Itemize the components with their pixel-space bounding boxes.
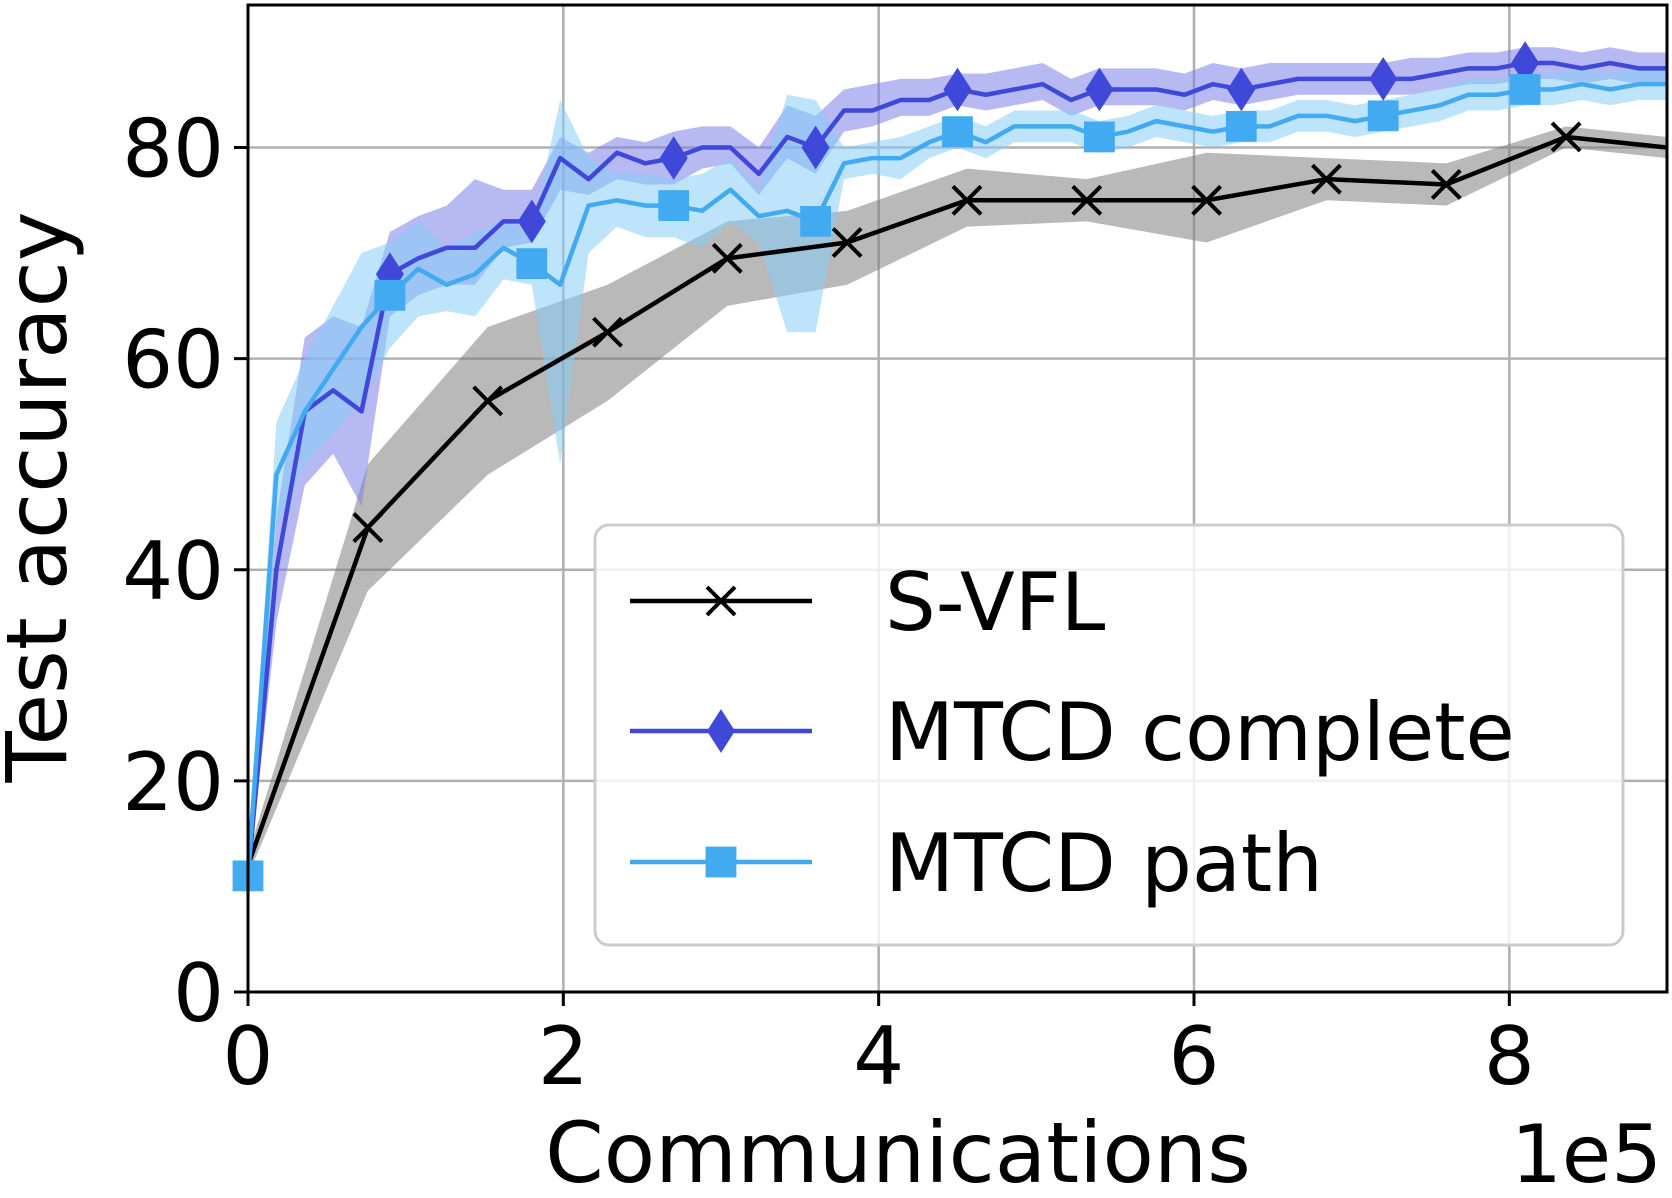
s-vfl-marker bbox=[1071, 184, 1103, 216]
legend-mtcd-complete-marker bbox=[707, 709, 735, 753]
s-vfl-marker bbox=[1311, 163, 1342, 195]
s-vfl-marker bbox=[352, 512, 384, 543]
mtcd-path-marker bbox=[1509, 74, 1541, 105]
s-vfl-marker bbox=[711, 242, 743, 274]
mtcd-path-marker bbox=[942, 116, 973, 148]
y-tick-label: 0 bbox=[173, 947, 224, 1040]
confidence-bands bbox=[248, 47, 1667, 887]
mtcd-complete-marker bbox=[943, 67, 972, 112]
x-tick-label: 0 bbox=[223, 1010, 274, 1103]
mtcd-complete-marker bbox=[517, 199, 546, 244]
y-tick-label: 80 bbox=[122, 103, 224, 196]
s-vfl-marker bbox=[951, 184, 983, 216]
mtcd-complete-marker bbox=[659, 136, 688, 180]
s-vfl-marker bbox=[472, 385, 504, 417]
mtcd-complete-marker bbox=[1369, 57, 1398, 101]
plot-frame bbox=[246, 3, 1669, 994]
s-vfl-marker bbox=[831, 227, 863, 258]
mtcd-complete-marker bbox=[1085, 67, 1114, 112]
x-tick-label: 2 bbox=[538, 1010, 589, 1103]
mtcd-path-marker bbox=[516, 248, 548, 280]
mtcd-path-marker bbox=[1367, 100, 1399, 132]
legend-mtcd-complete-label: MTCD complete bbox=[885, 686, 1515, 779]
mtcd-path-marker bbox=[1084, 121, 1115, 153]
mtcd-complete-marker bbox=[1227, 67, 1256, 112]
s-vfl-marker bbox=[1430, 169, 1462, 200]
x-axis-label: Communications bbox=[545, 1104, 1251, 1198]
mtcd-complete-marker bbox=[801, 125, 830, 170]
legend: S-VFL MTCD complete MTCD path bbox=[593, 523, 1625, 947]
x-tick-label: 8 bbox=[1484, 1010, 1535, 1103]
mtcd-path-marker bbox=[374, 279, 406, 311]
mtcd-path-marker bbox=[1225, 110, 1257, 142]
x-tick-label: 4 bbox=[853, 1010, 904, 1103]
y-axis-ticks: 0 20 40 60 80 bbox=[122, 103, 248, 1040]
y-tick-label: 20 bbox=[122, 736, 224, 829]
x-axis-ticks: 0 2 4 6 8 bbox=[223, 992, 1535, 1103]
x-tick-label: 6 bbox=[1169, 1010, 1220, 1103]
s-vfl-marker bbox=[592, 316, 623, 348]
mtcd-path-marker bbox=[800, 206, 831, 237]
legend-mtcd-path-marker bbox=[705, 846, 737, 878]
legend-frame bbox=[593, 523, 1625, 947]
x-axis-multiplier: 1e5 bbox=[1511, 1108, 1662, 1198]
s-vfl-marker bbox=[1191, 184, 1223, 216]
s-vfl-marker bbox=[1550, 121, 1582, 153]
y-axis-label: Test accuracy bbox=[0, 211, 86, 783]
s-vfl-band bbox=[248, 126, 1667, 876]
y-tick-label: 40 bbox=[122, 525, 224, 618]
y-tick-label: 60 bbox=[122, 314, 224, 407]
legend-mtcd-path-label: MTCD path bbox=[885, 817, 1323, 910]
mtcd-path-marker bbox=[658, 190, 690, 221]
mtcd-complete-marker bbox=[1511, 41, 1540, 85]
legend-s-vfl-label: S-VFL bbox=[885, 556, 1106, 649]
legend-s-vfl-marker bbox=[705, 585, 737, 617]
